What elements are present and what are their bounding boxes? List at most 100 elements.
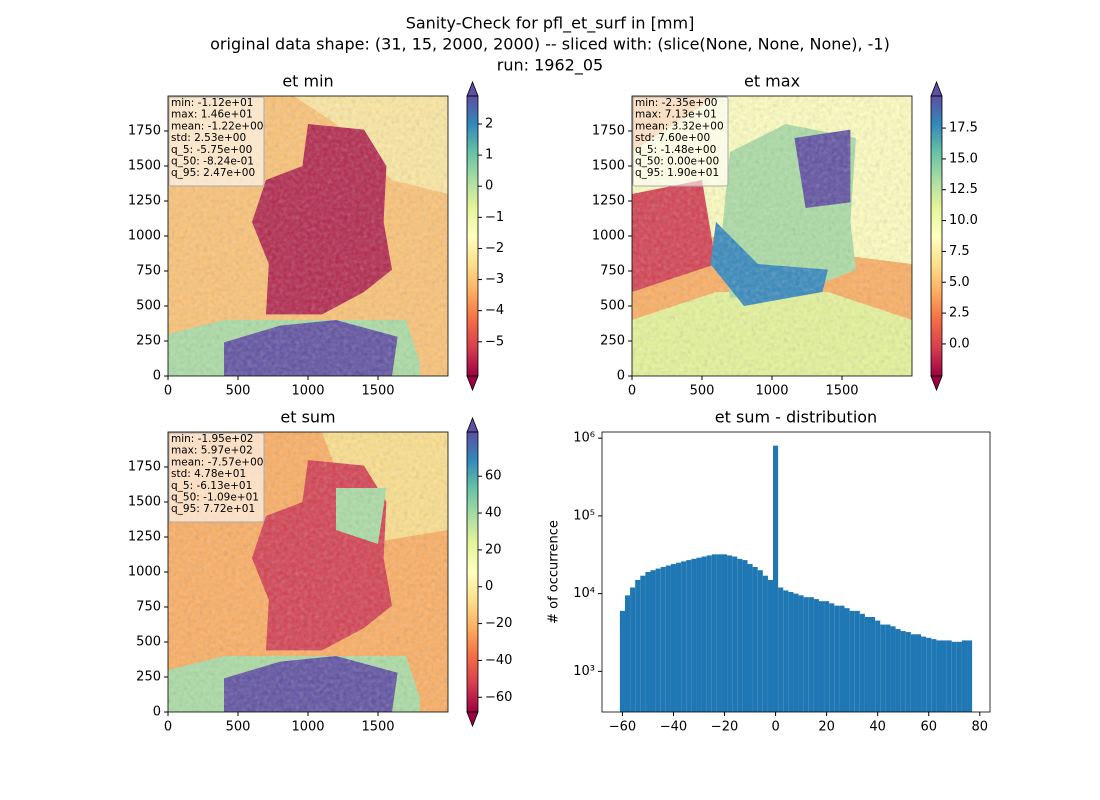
x-tick-label: 0 [164,384,172,399]
y-tick-label: 250 [136,334,161,349]
bar [752,567,758,712]
colorbar-tick-label: 17.5 [949,121,978,136]
bar [783,590,789,712]
bar [885,624,891,712]
x-tick-label: 20 [818,720,835,735]
bar [676,562,682,712]
bar [711,554,717,712]
y-tick-label: 1500 [128,159,161,174]
bar [900,631,906,712]
bar [640,575,646,712]
bar [778,587,784,712]
colorbar-tick-label: 0.0 [949,336,970,351]
axes-title: et sum [280,408,335,427]
colorbar-tick-label: 60 [485,469,502,484]
stats-box [632,96,729,187]
colorbar [467,432,478,712]
bar [630,587,636,712]
colorbar-tick-label: 20 [485,542,502,557]
y-tick-label: 1250 [592,194,625,209]
colorbar-tick-label: 0 [485,579,493,594]
stats-text: min: -1.12e+01 [171,97,253,109]
y-tick-label: 750 [136,264,161,279]
colorbar-extend [930,80,943,97]
stats-text: std: 7.60e+00 [635,132,710,144]
bar [951,641,957,712]
colorbar-tick-label: 2 [485,117,493,132]
stats-text: q_5: -5.75e+00 [171,144,252,156]
colorbar-frame [466,95,479,377]
bar [941,640,947,712]
colorbar [467,96,478,376]
y-tick-label: 10⁶ [573,431,595,446]
bar [961,640,968,712]
bar [737,558,743,712]
bar [767,579,774,712]
bar [931,639,937,712]
heatmap-image [168,432,448,712]
bar [716,554,722,712]
bar [732,556,738,712]
colorbar-tick-label: 2.5 [949,306,970,321]
x-tick-label: −40 [660,720,687,735]
colorbar-extend [466,416,479,433]
stats-text: mean: 3.32e+00 [635,120,724,132]
bar [875,620,881,712]
bar [859,613,865,712]
bar [808,597,814,712]
bar [829,603,835,712]
colorbar-extend [930,375,943,392]
bar [880,624,886,712]
y-tick-label: 10³ [573,664,595,679]
colorbar-frame [930,95,943,377]
bar [742,560,748,712]
stats-text: std: 2.53e+00 [171,132,246,144]
colorbar-tick-label: 1 [485,148,493,163]
bar [762,575,768,712]
x-tick-label: 500 [226,384,251,399]
bar [645,571,651,712]
bar [721,554,728,712]
bar [915,634,922,712]
stats-text: max: 7.13e+01 [635,109,717,121]
stats-text: max: 1.46e+01 [171,109,253,121]
x-tick-label: 1500 [825,384,858,399]
bar [650,570,656,712]
y-tick-label: 1000 [592,229,625,244]
colorbar-extend [466,80,479,97]
bar [936,640,942,712]
x-tick-label: 60 [920,720,937,735]
bar [854,610,860,712]
stats-text: q_95: 2.47e+00 [171,167,255,179]
bar [910,634,916,712]
stats-text: q_50: 0.00e+00 [635,156,719,168]
y-tick-label: 250 [600,334,625,349]
colorbar-tick-label: 40 [485,506,502,521]
bar [670,564,677,712]
x-tick-label: 0 [628,384,636,399]
stats-text: q_5: -6.13e+01 [171,480,252,492]
y-tick-label: 0 [153,369,161,384]
bar [834,605,840,712]
bar [803,597,809,712]
x-tick-label: −60 [609,720,636,735]
x-tick-label: 80 [972,720,989,735]
bar [747,564,753,712]
bar [691,558,697,712]
bar [844,608,850,712]
y-tick-label: 1250 [128,194,161,209]
colorbar-extend [466,711,479,728]
y-tick-label: 500 [600,299,625,314]
x-tick-label: 500 [226,720,251,735]
stats-text: min: -1.95e+02 [171,433,253,445]
y-tick-label: 1750 [128,124,161,139]
stats-text: q_95: 7.72e+01 [171,503,255,515]
bar [696,557,702,712]
y-tick-label: 0 [153,705,161,720]
stats-text: q_95: 1.90e+01 [635,167,719,179]
x-tick-label: 40 [869,720,886,735]
bar [921,636,927,712]
colorbar-tick-label: 5.0 [949,275,970,290]
y-tick-label: 500 [136,299,161,314]
figure-title: run: 1962_05 [497,56,603,76]
